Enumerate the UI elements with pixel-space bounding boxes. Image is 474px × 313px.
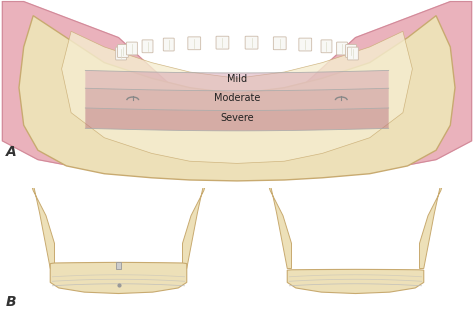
Text: Severe: Severe [220, 113, 254, 123]
Polygon shape [62, 31, 412, 163]
Polygon shape [85, 70, 389, 91]
Polygon shape [85, 108, 389, 131]
FancyBboxPatch shape [347, 47, 358, 60]
FancyBboxPatch shape [163, 38, 174, 51]
FancyBboxPatch shape [346, 44, 356, 57]
FancyBboxPatch shape [127, 42, 137, 55]
FancyBboxPatch shape [245, 36, 258, 49]
Text: Moderate: Moderate [214, 93, 260, 103]
FancyBboxPatch shape [116, 47, 127, 60]
FancyBboxPatch shape [337, 42, 347, 55]
Polygon shape [266, 174, 292, 269]
FancyBboxPatch shape [299, 38, 312, 51]
FancyBboxPatch shape [188, 37, 201, 50]
Polygon shape [85, 88, 389, 110]
Polygon shape [182, 174, 208, 269]
Polygon shape [419, 174, 445, 269]
Text: Mild: Mild [227, 74, 247, 84]
Bar [116, 262, 121, 269]
FancyBboxPatch shape [118, 44, 128, 57]
Polygon shape [29, 174, 55, 269]
Polygon shape [2, 2, 180, 166]
FancyBboxPatch shape [321, 40, 332, 53]
Polygon shape [50, 262, 187, 294]
Text: B: B [6, 295, 16, 309]
Polygon shape [19, 16, 455, 181]
Polygon shape [287, 269, 424, 294]
FancyBboxPatch shape [142, 40, 153, 53]
Polygon shape [294, 2, 472, 166]
Text: A: A [6, 146, 17, 160]
FancyBboxPatch shape [216, 36, 229, 49]
FancyBboxPatch shape [273, 37, 286, 50]
